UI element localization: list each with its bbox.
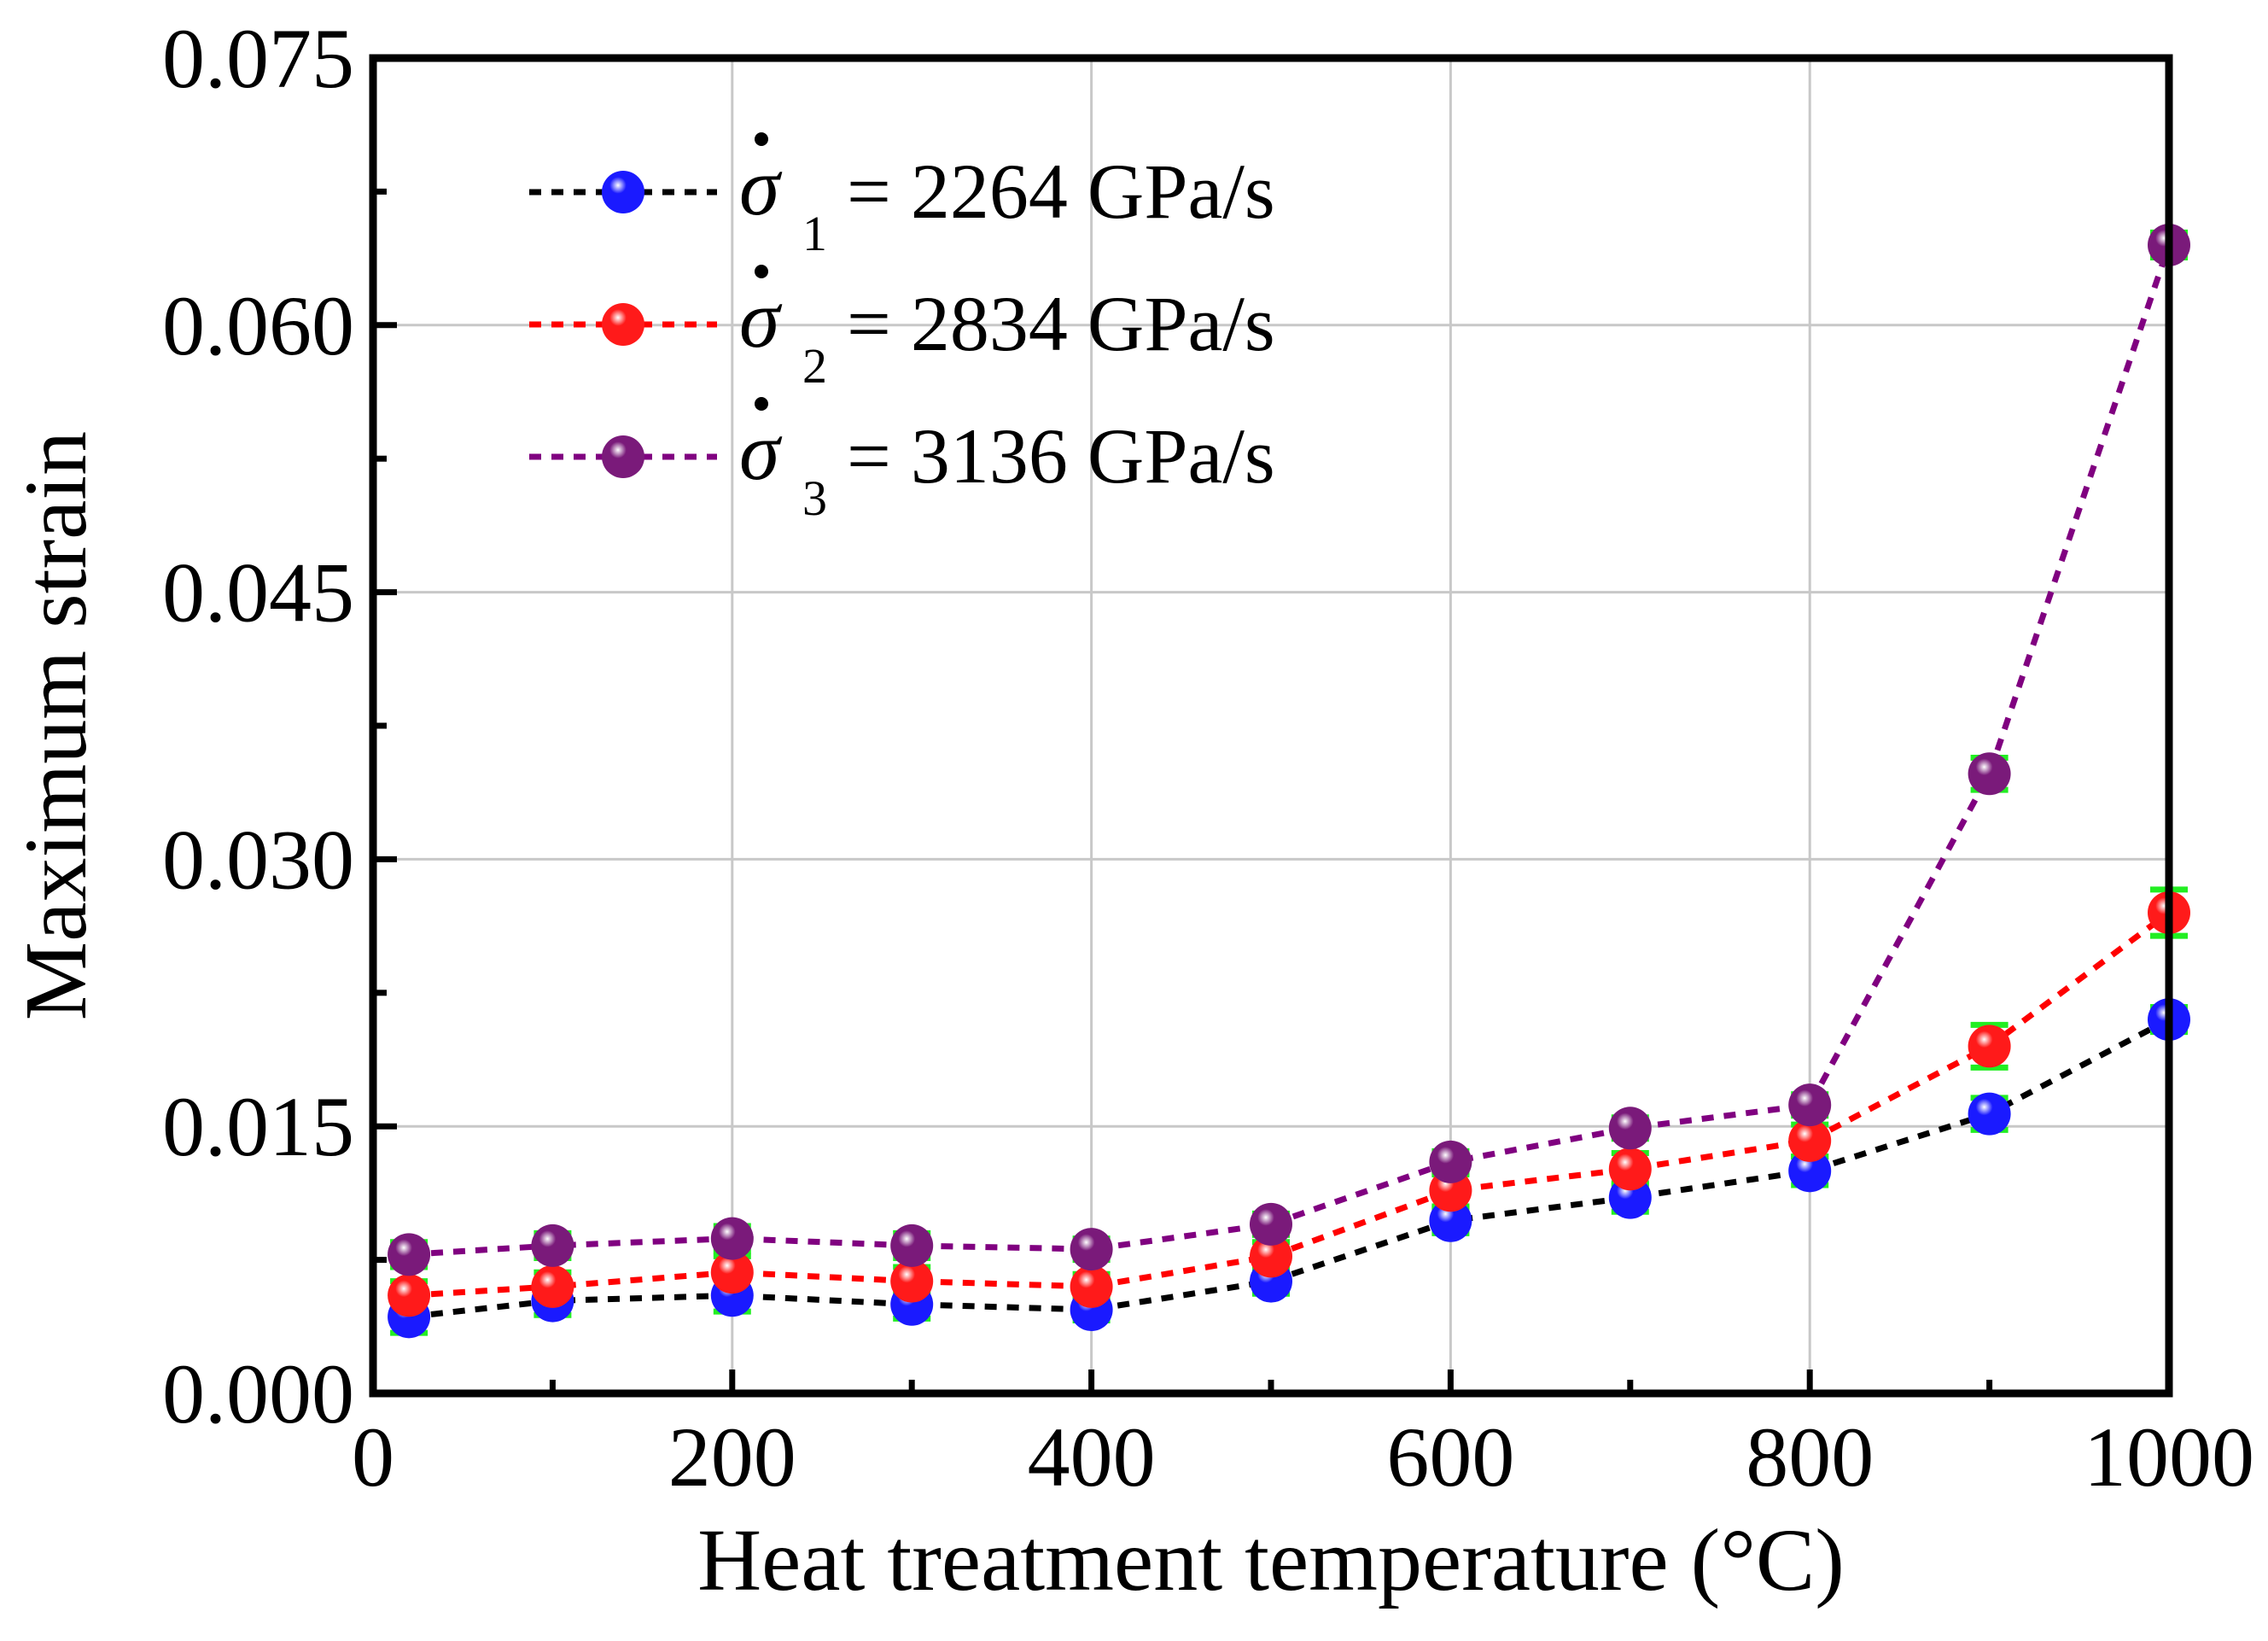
legend-dot-2	[755, 265, 768, 278]
series-3-point	[388, 1233, 431, 1276]
series-3-point	[890, 1223, 934, 1267]
series-3-point	[1250, 1202, 1292, 1246]
legend-subscript-3: 3	[802, 470, 827, 526]
y-tick-label: 0.060	[162, 278, 354, 373]
y-tick-label: 0.045	[162, 546, 354, 640]
x-tick-label: 1000	[2084, 1410, 2254, 1504]
legend-dot-1	[755, 132, 768, 146]
x-tick-label: 800	[1746, 1410, 1874, 1504]
legend-symbol-1: σ	[739, 141, 783, 232]
legend-label-1: = 2264 GPa/s	[847, 148, 1275, 235]
series-3-point	[1788, 1083, 1832, 1127]
legend-label-2: = 2834 GPa/s	[847, 280, 1275, 367]
legend-symbol-2: σ	[739, 273, 783, 365]
series-3-point	[710, 1217, 754, 1260]
legend-symbol-3: σ	[739, 406, 783, 497]
series-2-point	[1250, 1235, 1292, 1278]
series-3-point	[1608, 1107, 1652, 1150]
x-tick-label: 400	[1028, 1410, 1156, 1504]
series-2-point	[1968, 1025, 2011, 1068]
series-3-point	[1429, 1140, 1472, 1183]
x-tick-label: 200	[668, 1410, 796, 1504]
y-tick-labels: 0.000 0.015 0.030 0.045 0.060 0.075	[162, 11, 354, 1441]
series-3-point	[1070, 1228, 1113, 1271]
series-3-point	[531, 1223, 574, 1267]
legend-subscript-2: 2	[802, 338, 827, 394]
legend-marker-2	[602, 303, 644, 346]
series-2-point	[890, 1259, 934, 1303]
series-2-point	[1788, 1118, 1832, 1162]
series-2-point	[710, 1251, 754, 1294]
series-2-point	[531, 1264, 574, 1308]
series-2-point	[1608, 1148, 1652, 1191]
legend-subscript-1: 1	[802, 206, 827, 261]
y-axis-title: Maximum strain	[7, 431, 105, 1020]
x-axis-title: Heat treatment temperature (°C)	[697, 1511, 1845, 1609]
legend-dot-3	[755, 397, 768, 411]
x-tick-label: 600	[1386, 1410, 1514, 1504]
legend-marker-3	[602, 435, 644, 478]
x-tick-label: 0	[352, 1410, 394, 1504]
x-tick-labels: 0 200 400 600 800 1000	[352, 1410, 2254, 1504]
series-1-point	[1968, 1092, 2011, 1136]
series-2-point	[1070, 1264, 1113, 1308]
y-tick-label: 0.000	[162, 1346, 354, 1441]
legend: σ1 = 2264 GPa/sσ2 = 2834 GPa/sσ3 = 3136 GPa…	[529, 132, 1275, 526]
y-tick-label: 0.075	[162, 11, 354, 106]
series-1-point	[1788, 1149, 1832, 1193]
y-tick-label: 0.015	[162, 1079, 354, 1174]
data-markers	[388, 223, 2190, 1339]
y-tick-label: 0.030	[162, 812, 354, 907]
legend-label-3: = 3136 GPa/s	[847, 412, 1275, 499]
plot-frame	[369, 54, 2173, 1398]
series-3-point	[1968, 752, 2011, 796]
series-2-point	[388, 1274, 431, 1317]
legend-marker-1	[602, 171, 644, 213]
series-1-point	[1429, 1199, 1472, 1242]
